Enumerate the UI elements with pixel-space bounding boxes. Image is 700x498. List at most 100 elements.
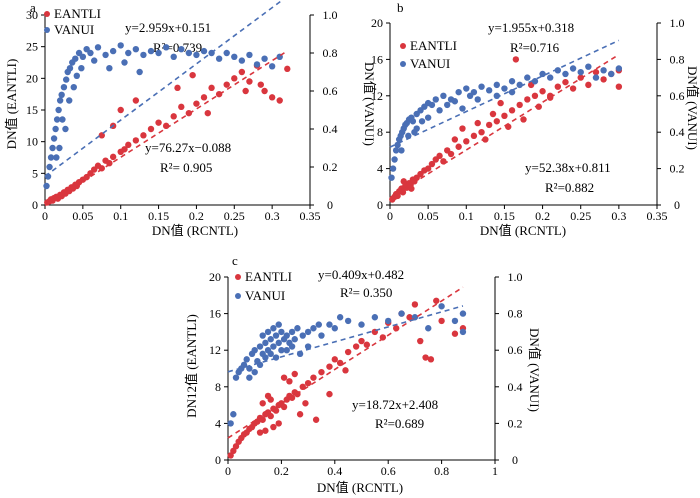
data-point-eantli	[411, 301, 419, 308]
data-point-vanui	[147, 47, 155, 55]
data-point-vanui	[43, 182, 50, 190]
data-point-vanui	[53, 154, 60, 161]
data-point-vanui	[278, 347, 285, 354]
data-point-eantli	[408, 185, 415, 192]
series-vanui	[227, 303, 467, 427]
data-point-vanui	[577, 68, 584, 76]
x-tick-label: 0.05	[418, 209, 439, 223]
data-point-vanui	[59, 116, 66, 123]
panel-b-ylabel-right: DN值 (VANUI)	[685, 66, 700, 150]
data-point-eantli	[326, 390, 333, 398]
data-point-vanui	[440, 92, 447, 100]
x-tick-label: 0.4	[327, 464, 342, 478]
data-point-eantli	[208, 84, 215, 92]
panel-c-xlabel: DN值 (RCNTL)	[317, 480, 403, 495]
data-point-vanui	[60, 84, 68, 91]
data-point-vanui	[270, 343, 277, 350]
data-point-eantli	[223, 81, 230, 88]
data-point-eantli	[121, 146, 128, 153]
data-point-eantli	[267, 396, 274, 403]
data-point-eantli	[268, 94, 276, 101]
data-point-vanui	[264, 328, 272, 336]
data-point-eantli	[259, 416, 266, 423]
data-point-eantli	[132, 97, 140, 104]
panel-b-eq-vanui: y=1.955x+0.318	[488, 20, 574, 35]
panel-c-eq-vanui: y=0.409x+0.482	[318, 267, 404, 282]
data-point-vanui	[62, 76, 70, 83]
data-point-vanui	[70, 84, 77, 91]
y-left-tick-label: 4	[215, 416, 221, 430]
data-point-vanui	[493, 81, 500, 89]
data-point-eantli	[310, 374, 317, 381]
data-point-vanui	[267, 350, 274, 358]
data-point-eantli	[291, 370, 298, 378]
y-left-tick-label: 12	[371, 89, 383, 103]
y-left-tick-label: 5	[32, 166, 38, 180]
data-point-eantli	[512, 56, 520, 63]
data-point-eantli	[270, 423, 277, 431]
panel-b-eq-eantli: y=52.38x+0.811	[525, 160, 611, 175]
data-point-vanui	[562, 70, 569, 78]
data-point-vanui	[294, 325, 301, 332]
data-point-eantli	[125, 141, 132, 149]
data-point-vanui	[438, 303, 445, 310]
legend-marker-eantli	[400, 43, 406, 49]
x-tick-label: 0	[42, 209, 48, 223]
data-point-vanui	[223, 49, 230, 57]
data-point-vanui	[55, 106, 62, 114]
data-point-eantli	[193, 100, 200, 107]
data-point-eantli	[459, 125, 466, 132]
data-point-vanui	[466, 92, 474, 100]
data-point-vanui	[231, 53, 238, 60]
data-point-vanui	[272, 332, 280, 339]
data-point-vanui	[185, 49, 193, 57]
data-point-vanui	[140, 51, 147, 59]
y-right-tick-label: 0.6	[670, 89, 685, 103]
data-point-eantli	[524, 96, 531, 103]
data-point-vanui	[238, 57, 246, 64]
data-point-vanui	[585, 63, 592, 70]
data-point-eantli	[342, 367, 349, 374]
data-point-vanui	[391, 156, 398, 163]
data-point-eantli	[132, 137, 140, 144]
x-tick-label: 0.15	[494, 209, 515, 223]
data-point-vanui	[600, 67, 607, 74]
legend-marker-vanui	[44, 27, 50, 33]
data-point-vanui	[455, 88, 462, 96]
data-point-eantli	[501, 112, 508, 120]
data-point-vanui	[291, 336, 298, 343]
data-point-vanui	[608, 70, 615, 78]
data-point-vanui	[524, 74, 531, 81]
data-point-eantli	[482, 136, 489, 143]
data-point-vanui	[278, 328, 285, 336]
data-point-vanui	[50, 135, 58, 142]
data-point-eantli	[280, 403, 288, 411]
data-point-eantli	[242, 87, 249, 95]
data-point-vanui	[66, 97, 73, 104]
data-point-vanui	[436, 107, 443, 114]
data-point-vanui	[47, 154, 55, 161]
data-point-vanui	[569, 65, 577, 72]
data-point-vanui	[246, 51, 253, 59]
data-point-eantli	[215, 90, 223, 98]
x-tick-label: 0.8	[434, 464, 449, 478]
data-point-vanui	[615, 65, 623, 72]
data-point-eantli	[256, 429, 264, 436]
data-point-eantli	[451, 136, 459, 143]
y-right-tick-label: 0	[674, 198, 680, 212]
data-point-eantli	[185, 109, 193, 117]
data-point-vanui	[72, 55, 79, 62]
data-point-eantli	[592, 68, 600, 76]
data-point-vanui	[432, 96, 439, 103]
panel-a-legend-vanui: VANUI	[54, 22, 94, 37]
panel-c-letter: c	[232, 253, 238, 268]
x-tick-label: 1	[492, 464, 498, 478]
data-point-eantli	[352, 343, 360, 350]
y-right-tick-label: 0.4	[508, 380, 523, 394]
data-point-vanui	[49, 144, 56, 152]
x-tick-label: 0.3	[611, 209, 626, 223]
y-right-tick-label: 0.2	[508, 416, 523, 430]
data-point-vanui	[398, 147, 405, 154]
data-point-eantli	[302, 400, 309, 407]
y-left-tick-label: 15	[26, 103, 38, 117]
